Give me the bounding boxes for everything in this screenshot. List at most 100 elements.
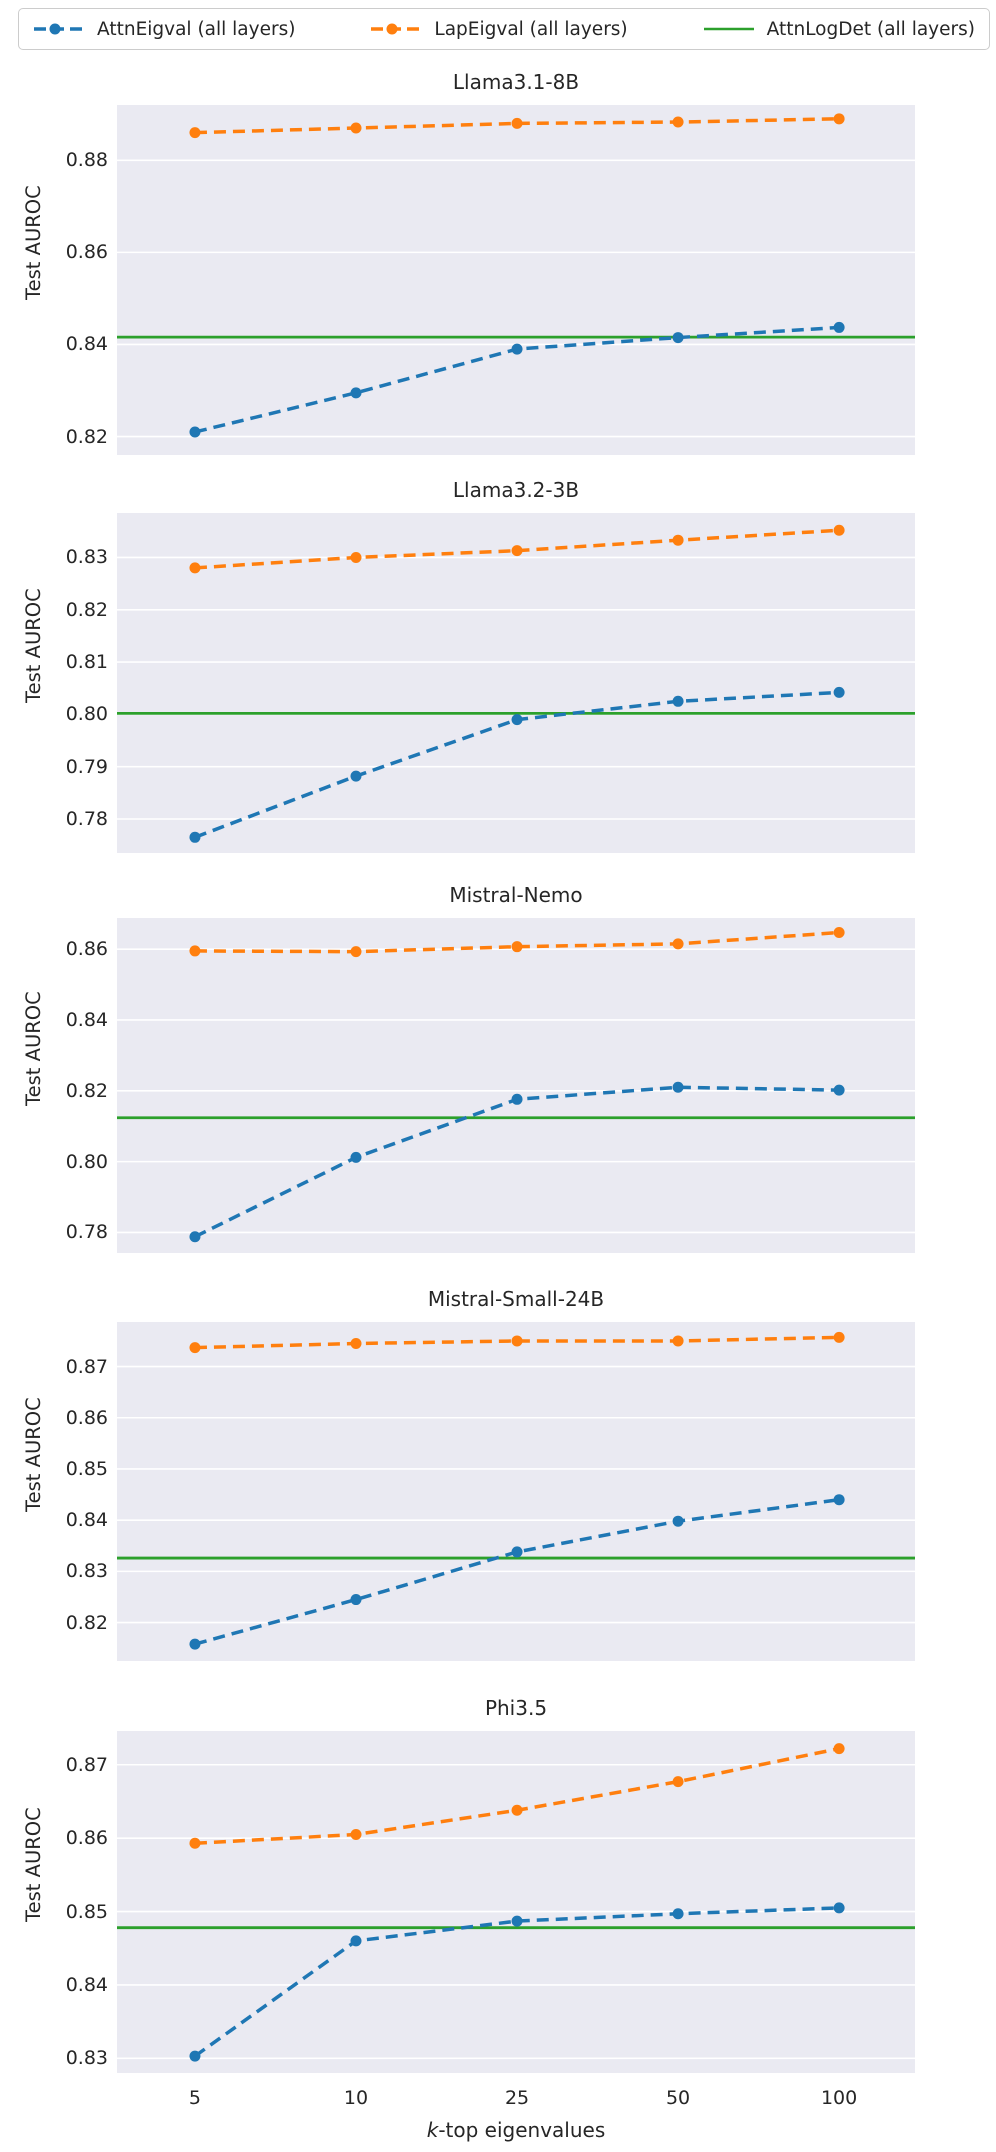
series-lapeigval — [194, 930, 840, 954]
data-point-marker — [833, 1331, 845, 1343]
legend-label: AttnLogDet (all layers) — [766, 18, 975, 40]
plot-area — [117, 1322, 915, 1661]
legend-line-sample — [34, 23, 84, 35]
y-tick-label: 0.83 — [65, 1560, 108, 1583]
x-tick-label: 10 — [343, 2087, 369, 2109]
data-point-marker — [350, 551, 362, 563]
data-point-marker — [833, 524, 845, 536]
data-point-marker — [350, 387, 362, 399]
plot-title: Llama3.1-8B — [452, 70, 580, 94]
data-point-marker — [672, 534, 684, 546]
data-point-marker — [350, 1935, 362, 1947]
legend-label: AttnEigval (all layers) — [97, 18, 296, 40]
x-axis-label-rest: -top eigenvalues — [438, 2118, 606, 2142]
legend-line-sample — [371, 23, 422, 35]
data-point-marker — [672, 116, 684, 128]
data-point-marker — [189, 426, 201, 438]
data-point-marker — [189, 2050, 201, 2062]
data-point-marker — [672, 332, 684, 344]
data-point-marker — [350, 1338, 362, 1350]
data-point-marker — [672, 1515, 684, 1527]
data-point-marker — [672, 1335, 684, 1347]
y-tick-label: 0.78 — [65, 808, 108, 830]
y-tick-label: 0.82 — [65, 425, 108, 448]
y-tick-label: 0.86 — [65, 241, 108, 264]
data-point-marker — [833, 321, 845, 333]
plot-title: Phi3.5 — [484, 1696, 548, 1720]
legend-marker-icon — [49, 23, 61, 35]
data-point-marker — [350, 1151, 362, 1163]
plot-area — [117, 513, 915, 853]
y-tick-label: 0.86 — [65, 938, 108, 961]
plot-area — [117, 105, 915, 455]
legend-line-sample — [703, 27, 754, 31]
data-point-marker — [189, 1837, 201, 1849]
y-tick-label: 0.78 — [65, 1221, 108, 1244]
data-point-marker — [189, 127, 201, 139]
y-axis-label: Test AUROC — [22, 185, 45, 300]
data-point-marker — [833, 927, 845, 939]
data-point-marker — [189, 945, 201, 957]
data-point-marker — [511, 941, 523, 953]
y-tick-label: 0.84 — [65, 1509, 108, 1532]
y-tick-label: 0.85 — [65, 1457, 108, 1480]
series-lapeigval — [194, 1335, 840, 1350]
y-tick-label: 0.79 — [65, 755, 108, 778]
data-point-marker — [350, 122, 362, 134]
series-lapeigval — [194, 117, 840, 135]
data-point-marker — [672, 1776, 684, 1788]
plot-title: Mistral-Small-24B — [427, 1287, 605, 1311]
legend-item: AttnEigval (all layers) — [33, 19, 295, 40]
data-point-marker — [833, 1084, 845, 1096]
legend-marker-icon — [386, 23, 398, 35]
x-axis-label: k-top eigenvalues — [117, 2117, 915, 2143]
data-point-marker — [511, 1804, 523, 1816]
data-point-marker — [511, 1335, 523, 1347]
data-point-marker — [350, 946, 362, 958]
y-tick-label: 0.82 — [65, 1611, 108, 1634]
data-point-marker — [511, 117, 523, 129]
legend: AttnEigval (all layers) LapEigval (all la… — [18, 8, 990, 50]
data-point-marker — [511, 1093, 523, 1105]
y-tick-label: 0.84 — [65, 1973, 108, 1996]
data-point-marker — [350, 770, 362, 782]
legend-item: AttnLogDet (all layers) — [703, 19, 975, 40]
y-tick-label: 0.84 — [65, 333, 108, 356]
y-tick-label: 0.83 — [65, 546, 108, 569]
data-point-marker — [833, 686, 845, 698]
data-point-marker — [511, 1915, 523, 1927]
y-tick-label: 0.80 — [65, 703, 108, 726]
data-point-marker — [833, 1902, 845, 1914]
x-axis-label-k: k — [426, 2118, 439, 2142]
y-tick-label: 0.83 — [65, 2047, 108, 2070]
data-point-marker — [189, 1231, 201, 1243]
data-point-marker — [189, 1342, 201, 1354]
data-point-marker — [511, 545, 523, 557]
plot-area — [117, 1731, 915, 2073]
y-tick-label: 0.88 — [65, 149, 108, 172]
data-point-marker — [672, 938, 684, 950]
y-tick-label: 0.85 — [65, 1900, 108, 1923]
y-tick-label: 0.80 — [65, 1150, 108, 1173]
x-tick-label: 50 — [665, 2087, 691, 2109]
y-tick-label: 0.87 — [65, 1355, 108, 1378]
data-point-marker — [833, 113, 845, 125]
y-tick-label: 0.86 — [65, 1827, 108, 1850]
x-tick-label: 25 — [504, 2087, 530, 2109]
legend-label: LapEigval (all layers) — [434, 18, 628, 40]
data-point-marker — [511, 343, 523, 355]
y-tick-label: 0.81 — [65, 651, 108, 674]
data-point-marker — [672, 1081, 684, 1093]
plot-area — [117, 918, 915, 1253]
plot-title: Llama3.2-3B — [452, 478, 580, 502]
data-point-marker — [189, 1638, 201, 1650]
series-attneigval — [193, 1906, 840, 2058]
y-tick-label: 0.82 — [65, 598, 108, 621]
y-tick-label: 0.84 — [65, 1008, 108, 1031]
series-lapeigval — [194, 528, 840, 570]
data-point-marker — [350, 1828, 362, 1840]
x-tick-label: 100 — [820, 2087, 858, 2109]
data-point-marker — [189, 831, 201, 843]
legend-item: LapEigval (all layers) — [370, 18, 628, 40]
